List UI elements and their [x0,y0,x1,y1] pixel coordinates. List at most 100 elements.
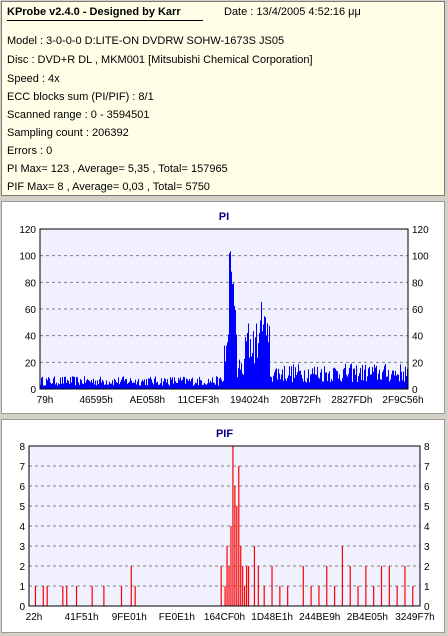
pi-bar [388,369,389,389]
info-disc: Disc : DVD+R DL , MKM001 [Mitsubishi Che… [7,54,313,66]
x-tick-label: AE058h [129,395,165,406]
pi-bar [348,373,349,389]
pi-bar [303,381,304,389]
pi-bar [124,380,125,389]
pi-bar [275,369,276,389]
pi-bar [270,376,271,389]
pi-bar [155,376,156,389]
info-speed: Speed : 4x [7,73,60,85]
pif-bar [230,526,232,606]
pi-bar [386,376,387,389]
pif-bar [287,586,289,606]
pif-bar [263,586,265,606]
info-sampling: Sampling count : 206392 [7,127,129,139]
pif-bar [333,586,336,606]
pi-bar [177,382,178,389]
pi-bar [83,384,84,389]
pi-bar [256,323,257,389]
pi-bar [376,365,377,389]
pi-bar [187,379,188,389]
pi-bar [109,381,110,389]
pi-bar [235,310,236,389]
pi-bar [145,385,146,389]
pi-bar [241,363,242,389]
pi-bar [44,385,45,389]
pif-bar [42,586,44,606]
y-tick-label-left: 7 [19,462,25,473]
pi-bar [399,381,400,389]
pi-bar [165,378,166,389]
pi-bar [285,378,286,389]
pif-bar [349,566,351,606]
pi-bar [398,374,399,389]
pi-bar [218,385,219,389]
y-tick-label-left: 8 [19,442,25,453]
pi-bar [95,380,96,389]
pi-bar [176,382,177,389]
pi-bar [276,368,277,389]
pi-bar [292,382,293,389]
pi-bar [60,377,61,389]
pif-bar [257,566,259,606]
y-tick-label-left: 120 [19,225,36,236]
pi-bar [318,377,319,389]
pif-bar [341,546,343,606]
pi-bar [230,251,231,389]
pi-bar [84,376,85,389]
y-tick-label-left: 2 [19,562,25,573]
pi-bar [159,384,160,389]
pi-bar [191,378,192,389]
pi-bar [287,377,288,389]
pi-bar [137,381,138,389]
pi-bar [370,374,371,389]
pi-bar [294,377,295,389]
pi-bar [161,378,162,389]
pi-bar [200,379,201,389]
pif-bar [62,586,64,606]
pi-bar [122,377,123,389]
pi-bar [183,376,184,389]
pi-bar [157,381,158,389]
x-tick-label: 46595h [79,395,112,406]
pi-bar [311,374,312,389]
pi-bar [62,377,63,389]
pif-bar [242,566,244,606]
y-tick-label-right: 2 [424,562,430,573]
x-tick-label: 3249F7h [395,612,434,623]
pi-bar [121,379,122,389]
pi-bar [258,343,259,389]
y-tick-label-left: 1 [19,582,25,593]
pi-bar [323,381,324,389]
y-tick-label-right: 40 [412,332,424,343]
pi-bar [82,383,83,389]
pi-bar [389,381,390,389]
pi-bar [89,381,90,389]
pi-bar [284,365,285,389]
y-tick-label-right: 120 [412,225,429,236]
pi-bar [91,380,92,389]
pi-bar [222,381,223,389]
pif-bar [271,566,273,606]
pi-bar [354,368,355,389]
pif-bar [240,546,242,606]
pi-bar [371,374,372,389]
pi-bar [358,376,359,389]
pi-bar [51,383,52,389]
pif-bar [238,466,240,606]
pi-bar [75,385,76,389]
pif-chart: PIF 0 0 1 1 2 2 3 3 4 4 5 5 6 6 7 7 8 8 22h 41F51h 9FE01h FE0E… [19,428,434,623]
pi-bar [251,356,252,389]
y-tick-label-left: 100 [19,252,36,263]
pi-bar [231,271,232,389]
pi-bar [267,323,268,389]
pi-bar [63,383,64,389]
pi-bar [215,384,216,389]
pi-bar [48,377,49,389]
pi-bar [295,367,296,389]
pif-bar [380,566,383,606]
pi-bar [403,371,404,389]
pi-bar [377,379,378,389]
y-tick-label-right: 80 [412,278,424,289]
pi-bar [81,380,82,389]
pi-bar [322,381,323,389]
